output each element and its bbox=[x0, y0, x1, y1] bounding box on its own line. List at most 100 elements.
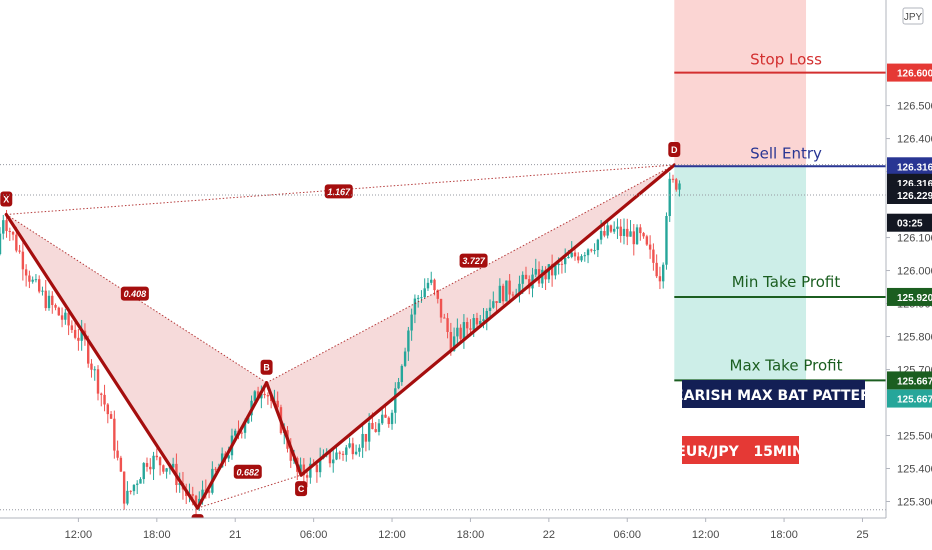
candle-body bbox=[96, 369, 100, 394]
price-tag[interactable]: 125.667 bbox=[887, 371, 932, 390]
candle-bear bbox=[109, 411, 113, 420]
price-tag[interactable]: 126.600 bbox=[887, 63, 932, 82]
candle-body bbox=[51, 295, 54, 306]
candle-bear bbox=[240, 430, 243, 439]
price-tag[interactable]: 126.229 bbox=[887, 185, 932, 204]
sell-entry-label: Sell Entry bbox=[750, 144, 822, 162]
candle-body bbox=[122, 471, 126, 504]
sell-entry-level[interactable]: Sell Entry bbox=[674, 144, 886, 168]
currency-badge[interactable]: JPY bbox=[902, 7, 924, 25]
candle-bull bbox=[358, 444, 361, 457]
candle-bull bbox=[335, 446, 338, 461]
candle-body bbox=[361, 433, 364, 448]
candle-body bbox=[57, 307, 61, 316]
candle-body bbox=[240, 432, 243, 434]
candle-body bbox=[430, 279, 433, 283]
point-d[interactable]: D bbox=[668, 141, 681, 157]
candle-body bbox=[191, 494, 194, 496]
point-c[interactable]: C bbox=[295, 481, 308, 497]
candle-body bbox=[8, 230, 12, 232]
candle-bear bbox=[90, 359, 93, 378]
candle-body bbox=[214, 468, 217, 470]
candle-body bbox=[472, 317, 475, 330]
candle-bull bbox=[64, 308, 67, 325]
candle-bear bbox=[60, 307, 64, 328]
reward-zone bbox=[674, 166, 807, 381]
price-tag[interactable]: 03:25 bbox=[887, 213, 932, 232]
candle-bull bbox=[126, 481, 129, 506]
stop-loss-level[interactable]: Stop Loss bbox=[674, 51, 886, 74]
candle-bear bbox=[328, 451, 332, 468]
candle-body bbox=[671, 178, 675, 180]
candle-body bbox=[469, 328, 472, 330]
candle-body bbox=[485, 311, 488, 320]
point-tag-label: D bbox=[671, 145, 678, 155]
candle-bear bbox=[459, 324, 462, 344]
price-tick-label: 126.100 bbox=[897, 233, 932, 245]
candle-bear bbox=[645, 234, 649, 246]
price-tag-text: 125.667 bbox=[897, 395, 932, 406]
point-b[interactable]: B bbox=[260, 359, 273, 375]
candle-body bbox=[433, 279, 436, 291]
point-x[interactable]: X bbox=[0, 191, 13, 207]
price-tag[interactable]: 125.920 bbox=[887, 287, 932, 306]
candle-body bbox=[194, 495, 198, 507]
time-axis[interactable]: 12:00 18:00 21 06:00 12:00 18:00 22 06:00 12:00 1… bbox=[0, 517, 932, 550]
candle-body bbox=[2, 220, 5, 234]
candle-body bbox=[596, 239, 600, 251]
min-take-profit-level[interactable]: Min Take Profit bbox=[674, 273, 886, 298]
candle-body bbox=[678, 183, 681, 190]
candle-body bbox=[309, 463, 312, 478]
candle-bear bbox=[508, 274, 511, 302]
candle-body bbox=[136, 483, 139, 485]
price-tag[interactable]: 125.667 bbox=[887, 389, 932, 408]
candle-bull bbox=[93, 366, 96, 381]
candle-body bbox=[260, 393, 263, 399]
candle-body bbox=[5, 220, 8, 231]
candle-bull bbox=[668, 172, 671, 222]
time-tick-label: 12:00 bbox=[378, 529, 406, 541]
price-tag-box bbox=[887, 185, 932, 204]
ratio-label-box bbox=[120, 286, 149, 301]
ratio-label-text: 0.408 bbox=[124, 289, 147, 299]
candle-body bbox=[109, 414, 113, 419]
candle-body bbox=[243, 423, 247, 433]
candle-body bbox=[41, 290, 44, 292]
candle-body bbox=[152, 455, 155, 470]
candle-bull bbox=[518, 275, 521, 303]
candle-bull bbox=[132, 484, 136, 496]
candle-bull bbox=[354, 444, 358, 456]
price-tag-text: 126.229 bbox=[897, 191, 932, 202]
candle-body bbox=[642, 233, 645, 237]
candle-bull bbox=[394, 382, 397, 424]
price-tick-label: 125.300 bbox=[897, 497, 932, 509]
candle-bear bbox=[446, 313, 449, 339]
candle-bull bbox=[80, 319, 83, 351]
candle-body bbox=[129, 490, 132, 492]
candle-bear bbox=[632, 223, 635, 256]
candle-body bbox=[64, 312, 67, 320]
time-tick-label: 18:00 bbox=[457, 529, 485, 541]
candle-body bbox=[15, 234, 18, 251]
candle-body bbox=[508, 280, 511, 295]
candle-bear bbox=[465, 317, 469, 338]
candle-body bbox=[639, 227, 642, 234]
annotations: BEARISH MAX BAT PATTERN EUR/JPY 15MIN bbox=[663, 380, 883, 464]
price-tag[interactable]: 126.316 bbox=[887, 157, 932, 176]
price-tag-text: 125.667 bbox=[897, 376, 932, 387]
candle-body bbox=[557, 263, 560, 266]
candle-bull bbox=[390, 409, 394, 430]
candle-bear bbox=[433, 278, 436, 296]
candle-bear bbox=[44, 280, 47, 311]
point-tag-label: X bbox=[3, 194, 9, 204]
price-axis[interactable]: 126.500126.400126.300126.100126.000125.9… bbox=[885, 0, 932, 518]
candle-body bbox=[165, 468, 168, 472]
candle-body bbox=[384, 414, 387, 418]
candle-body bbox=[149, 466, 152, 470]
candle-body bbox=[34, 279, 38, 281]
candle-body bbox=[583, 255, 586, 257]
candle-body bbox=[475, 317, 479, 325]
candle-body bbox=[661, 264, 665, 282]
candle-bear bbox=[475, 312, 479, 329]
